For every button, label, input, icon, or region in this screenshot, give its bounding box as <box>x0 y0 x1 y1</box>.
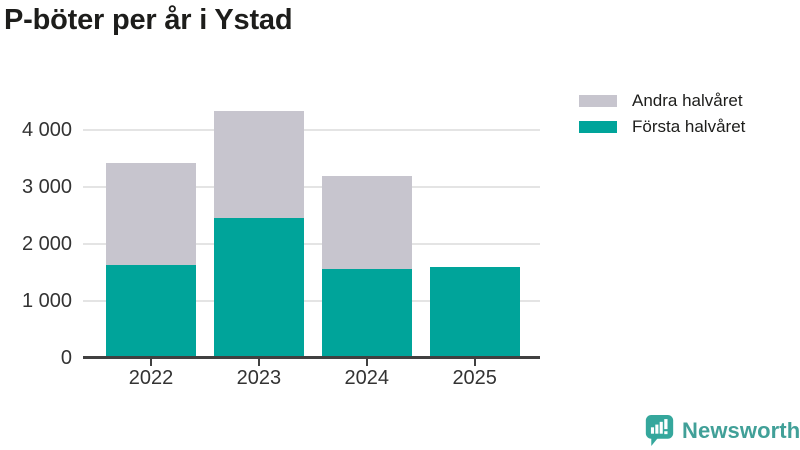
bar-2023-andra-halv-ret <box>213 110 304 219</box>
legend-label-andra-halvaret: Andra halvåret <box>632 91 743 110</box>
x-axis-label-2022: 2022 <box>128 367 174 389</box>
bar-2022-f-rsta-halv-ret <box>106 265 196 358</box>
gridline-2000 <box>83 243 540 245</box>
x-axis-label-2024: 2024 <box>344 367 390 389</box>
x-axis-tick-2024 <box>365 359 368 366</box>
bar-2024-andra-halv-ret <box>321 176 412 270</box>
newsworthy-logo: Newsworthy <box>644 414 800 447</box>
y-axis-label-1000: 1 000 <box>21 290 72 312</box>
y-axis-label-4000: 4 000 <box>21 119 72 141</box>
y-axis-label-0: 0 <box>60 347 72 369</box>
x-axis-tick-2022 <box>150 359 152 366</box>
gridline-3000 <box>83 186 540 188</box>
y-axis-label-2000: 2 000 <box>21 233 72 255</box>
legend-swatch-andra-halvaret <box>579 95 617 107</box>
bar-2024-f-rsta-halv-ret <box>321 269 412 358</box>
gridline-4000 <box>83 129 540 131</box>
legend-swatch-forsta-halvaret <box>579 121 617 133</box>
legend: Andra halvåret Första halvåret <box>579 91 745 143</box>
newsworthy-logo-text: Newsworthy <box>682 417 800 443</box>
newsworthy-icon <box>645 415 674 446</box>
x-axis-tick-2025 <box>473 359 476 366</box>
x-axis-label-2025: 2025 <box>452 367 497 389</box>
bar-2025-f-rsta-halv-ret <box>429 266 520 358</box>
legend-item-andra-halvaret: Andra halvåret <box>579 91 745 111</box>
bar-2023-f-rsta-halv-ret <box>213 218 304 358</box>
legend-item-forsta-halvaret: Första halvåret <box>579 117 745 137</box>
x-axis-label-2023: 2023 <box>236 367 282 389</box>
x-axis-line <box>83 356 540 359</box>
legend-label-forsta-halvaret: Första halvåret <box>632 117 746 136</box>
bar-2022-andra-halv-ret <box>106 163 196 266</box>
chart-title: P-böter per år i Ystad <box>4 4 293 36</box>
gridline-1000 <box>83 300 540 302</box>
y-axis-label-3000: 3 000 <box>21 176 72 198</box>
x-axis-tick-2023 <box>257 359 260 366</box>
